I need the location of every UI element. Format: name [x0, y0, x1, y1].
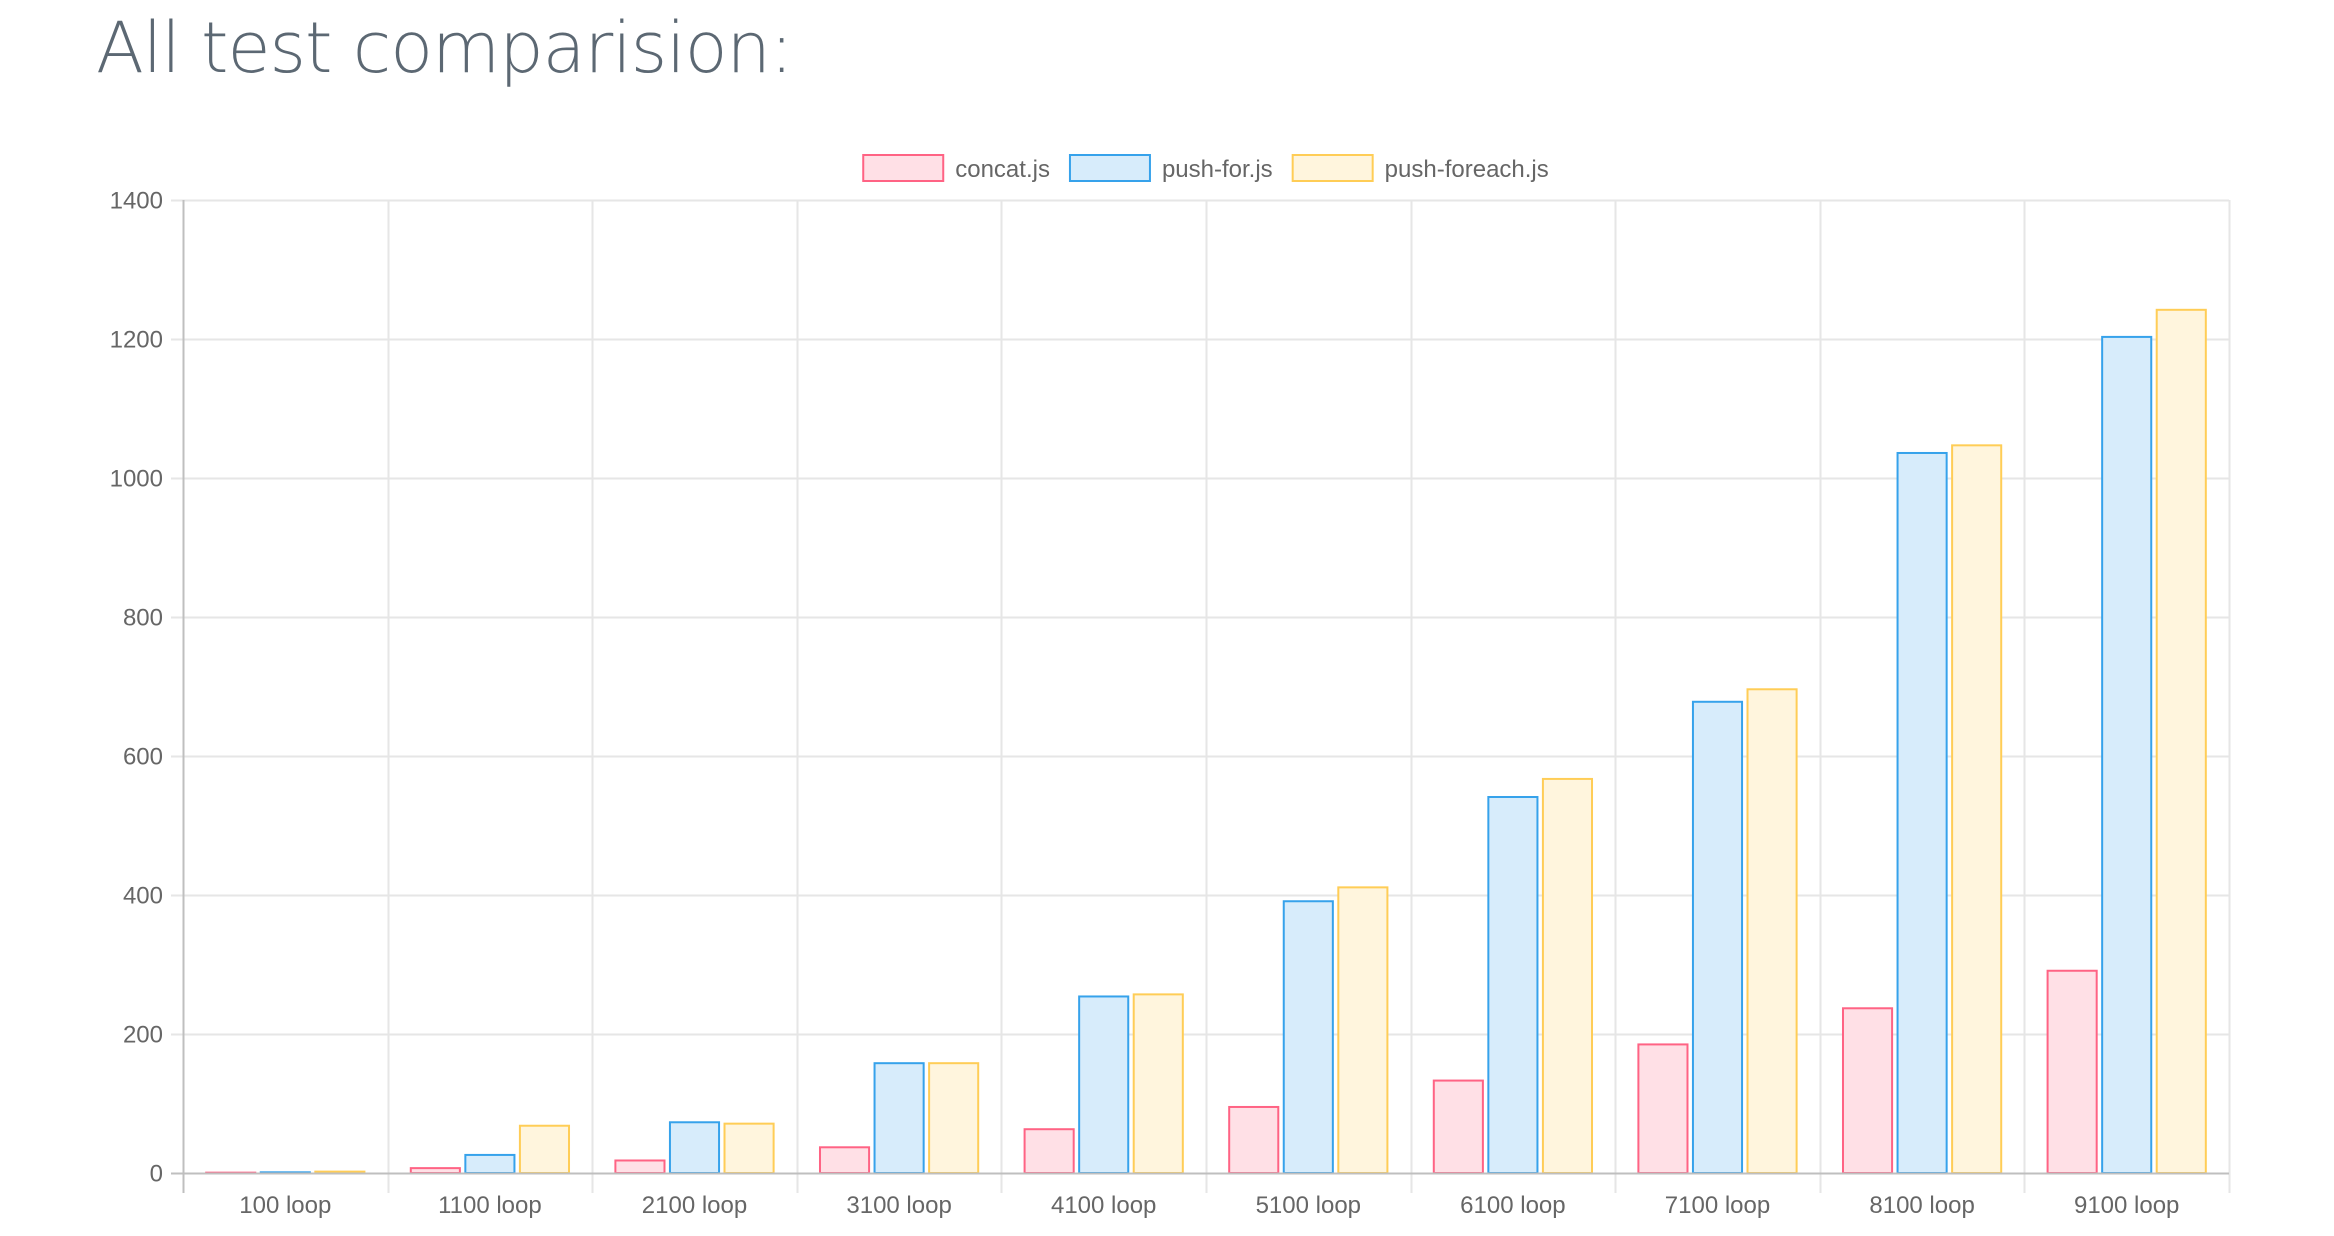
bar-push-for-js [1898, 453, 1947, 1173]
bar-push-for-js [1079, 996, 1128, 1173]
legend-item[interactable]: push-for.js [1070, 155, 1273, 183]
bar-concat-js [2048, 971, 2097, 1173]
next-section-heading: File "concat.js" [96, 1218, 612, 1236]
bar-push-foreach-js [2157, 310, 2206, 1173]
y-tick-label: 1000 [110, 466, 163, 493]
legend-label: concat.js [955, 156, 1050, 183]
bar-concat-js [1638, 1044, 1687, 1173]
x-tick-label: 5100 loop [1256, 1192, 1361, 1219]
x-axis-ticks: 100 loop 1100 loop 2100 loop 3100 loop 4100 … [239, 1192, 2179, 1219]
legend-swatch [863, 155, 943, 181]
x-tick-label: 9100 loop [2074, 1192, 2179, 1219]
bar-concat-js [615, 1160, 664, 1173]
bar-push-foreach-js [1543, 779, 1592, 1173]
x-tick-label: 100 loop [239, 1192, 331, 1219]
legend[interactable]: concat.js push-for.js push-foreach.js [863, 155, 1549, 183]
x-tick-label: 3100 loop [846, 1192, 951, 1219]
bar-concat-js [820, 1147, 869, 1173]
legend-label: push-foreach.js [1385, 156, 1549, 183]
y-tick-label: 1200 [110, 327, 163, 354]
x-tick-label: 6100 loop [1460, 1192, 1565, 1219]
bar-push-for-js [670, 1122, 719, 1173]
y-tick-label: 0 [150, 1161, 163, 1188]
y-tick-label: 800 [123, 605, 163, 632]
bar-push-foreach-js [520, 1126, 569, 1173]
bar-push-for-js [465, 1155, 514, 1173]
bar-push-foreach-js [929, 1063, 978, 1173]
bar-concat-js [1229, 1107, 1278, 1173]
bar-push-foreach-js [725, 1124, 774, 1173]
bar-push-for-js [2102, 337, 2151, 1173]
bar-push-foreach-js [1748, 689, 1797, 1173]
y-axis-ticks: 0 200 400 600 800 1000 1200 1400 [110, 188, 163, 1188]
bar-push-foreach-js [1134, 994, 1183, 1173]
bar-concat-js [1025, 1129, 1074, 1173]
x-tick-label: 7100 loop [1665, 1192, 1770, 1219]
bar-concat-js [1434, 1081, 1483, 1173]
y-tick-label: 1400 [110, 188, 163, 215]
x-tick-label: 8100 loop [1869, 1192, 1974, 1219]
y-tick-label: 400 [123, 883, 163, 910]
y-tick-label: 200 [123, 1022, 163, 1049]
bar-push-for-js [1284, 901, 1333, 1173]
legend-item[interactable]: concat.js [863, 155, 1050, 183]
x-tick-label: 2100 loop [642, 1192, 747, 1219]
legend-swatch [1070, 155, 1150, 181]
legend-item[interactable]: push-foreach.js [1293, 155, 1549, 183]
bar-concat-js [411, 1168, 460, 1173]
x-tick-label: 1100 loop [438, 1192, 542, 1219]
legend-label: push-for.js [1162, 156, 1273, 183]
legend-swatch [1293, 155, 1373, 181]
y-tick-label: 600 [123, 744, 163, 771]
x-tick-label: 4100 loop [1051, 1192, 1156, 1219]
bar-push-foreach-js [1952, 445, 2001, 1173]
bar-push-for-js [1693, 702, 1742, 1173]
bar-concat-js [1843, 1008, 1892, 1173]
bar-push-foreach-js [1338, 887, 1387, 1173]
bar-push-for-js [1488, 797, 1537, 1173]
bar-push-for-js [875, 1063, 924, 1173]
